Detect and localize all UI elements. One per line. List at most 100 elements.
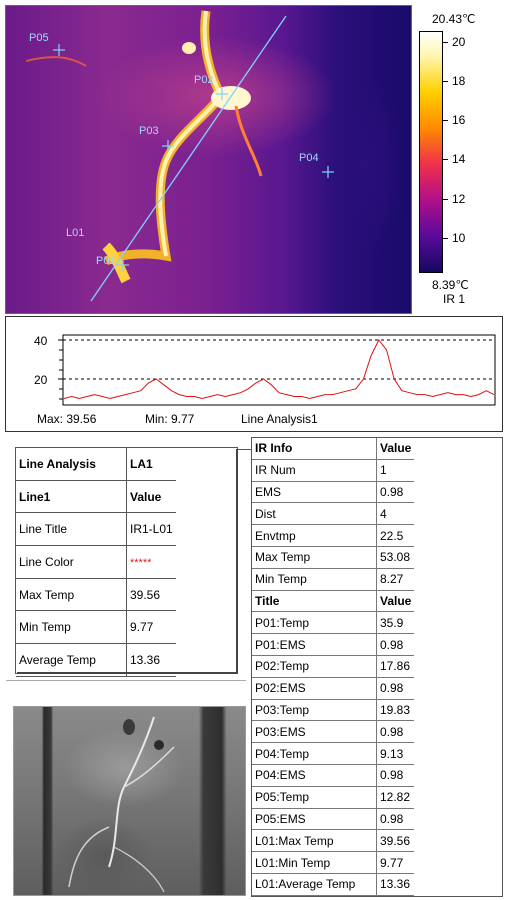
cell-value: 9.77	[130, 620, 154, 635]
cell-key: P01:Temp	[252, 611, 377, 635]
colorbar-tick	[443, 42, 448, 43]
cell-key: P02:Temp	[252, 655, 377, 678]
panel-shadow	[17, 672, 238, 674]
table-row: P04:Temp 9.13	[252, 742, 415, 765]
table-row: L01:Min Temp 9.77	[252, 851, 415, 874]
graph-min-text: Min: 9.77	[145, 412, 195, 426]
table-row: IR Num 1	[252, 459, 415, 482]
cell-key: Max Temp	[252, 546, 377, 569]
point-label-p04[interactable]: P04	[299, 152, 319, 164]
cell-value: 4	[376, 502, 415, 526]
cell-key: Title	[252, 590, 377, 613]
cell-key: P02:EMS	[252, 677, 377, 700]
colorbar-tick	[443, 238, 448, 239]
point-label-p03[interactable]: P03	[139, 125, 159, 137]
point-label-p05[interactable]: P05	[29, 32, 49, 44]
colorbar-tick	[443, 81, 448, 82]
table-row: P01:EMS 0.98	[252, 633, 415, 656]
cell-key: P04:EMS	[252, 764, 377, 787]
cell-key: L01:Average Temp	[252, 873, 377, 896]
table-row: P01:Temp 35.9	[252, 611, 415, 635]
colorbar-tick-label: 18	[452, 74, 466, 88]
visual-photo[interactable]	[13, 706, 246, 896]
cell-value[interactable]: IR1-L01	[130, 522, 173, 537]
colorbar-tick	[443, 199, 448, 200]
cell-value: 0.98	[376, 720, 415, 744]
photo-frame	[6, 680, 246, 687]
cell-value: 0.98	[376, 633, 415, 656]
cell-value: 39.56	[130, 587, 161, 602]
photo-vine-overlay	[68, 716, 175, 893]
cell-key: P03:Temp	[252, 699, 377, 722]
table-row: P05:EMS 0.98	[252, 808, 415, 831]
cell-value: 0.98	[376, 677, 415, 700]
cell-value: 17.86	[376, 655, 415, 678]
cell-value: 13.36	[376, 873, 415, 896]
cell-value: 39.56	[376, 829, 415, 853]
thermal-overlay	[25, 10, 334, 302]
table-row: P04:EMS 0.98	[252, 764, 415, 787]
table-row: P02:Temp 17.86	[252, 655, 415, 678]
table-row: Line1 Value	[16, 480, 176, 513]
cell-value: Value	[376, 438, 415, 460]
cell-key: Line Analysis	[16, 448, 127, 481]
cell-value: 0.98	[376, 808, 415, 831]
panel-shadow	[236, 449, 238, 674]
divider	[238, 449, 251, 450]
cell-key: Line Title	[16, 512, 127, 546]
y-tick-label-40: 40	[34, 334, 48, 348]
thermal-image[interactable]: P05 P02 P03 P04 L01 P01	[5, 5, 412, 314]
table-row: Title Value	[252, 590, 415, 613]
point-label-p02[interactable]: P02	[194, 74, 214, 86]
table-row: P03:EMS 0.98	[252, 720, 415, 744]
table-row: L01:Average Temp 13.36	[252, 873, 415, 896]
cell-key: L01:Max Temp	[252, 829, 377, 853]
cell-key: P03:EMS	[252, 720, 377, 744]
ir-info-table: IR Info Value IR Num 1 EMS 0.98 Dist 4 Envtmp 22.…	[252, 438, 415, 896]
cell-key: IR Info	[252, 438, 377, 460]
temperature-profile-line	[63, 339, 495, 400]
colorbar-tick-label: 16	[452, 113, 466, 127]
line-analysis-panel: Line Analysis LA1 Line1 Value Line Title…	[15, 447, 238, 677]
cell-value: 9.13	[376, 742, 415, 765]
colorbar-tick-label: 20	[452, 35, 466, 49]
line-profile-panel[interactable]: 40 20 Max: 39.56 Min: 9.77 Line Analysis…	[5, 316, 503, 432]
table-row: P03:Temp 19.83	[252, 699, 415, 722]
cell-value: 22.5	[376, 524, 415, 547]
cell-value: 13.36	[130, 652, 161, 667]
colorbar-min-label: 8.39℃	[432, 278, 469, 292]
table-row: Dist 4	[252, 502, 415, 526]
colorbar-ir-label: IR 1	[443, 292, 466, 306]
cell-key: P05:EMS	[252, 808, 377, 831]
table-row: P05:Temp 12.82	[252, 786, 415, 809]
colorbar-tick-label: 14	[452, 152, 466, 166]
colorbar-tick	[443, 120, 448, 121]
ir-info-panel: IR Info Value IR Num 1 EMS 0.98 Dist 4 Envtmp 22.…	[251, 437, 503, 897]
cell-value: 0.98	[376, 481, 415, 504]
cell-value: 8.27	[376, 568, 415, 591]
cell-key: Dist	[252, 502, 377, 526]
cell-key: Envtmp	[252, 524, 377, 547]
line-label-l01[interactable]: L01	[66, 227, 85, 239]
cell-value: 53.08	[376, 546, 415, 569]
cell-key: P04:Temp	[252, 742, 377, 765]
line-color-cell[interactable]: *****	[127, 546, 176, 579]
cell-key: Min Temp	[252, 568, 377, 591]
graph-title: Line Analysis1	[241, 412, 318, 426]
measure-line-l01	[90, 15, 287, 302]
table-row: Max Temp 39.56	[16, 578, 176, 611]
plot-area	[62, 334, 496, 406]
line-profile-chart	[58, 334, 496, 406]
cell-value: Value	[376, 590, 415, 613]
cell-value: Value	[130, 489, 162, 504]
cell-key: IR Num	[252, 459, 377, 482]
cell-key: Line Color	[16, 545, 127, 579]
cell-key: P01:EMS	[252, 633, 377, 656]
cell-value: 19.83	[376, 699, 415, 722]
cell-value: LA1	[130, 456, 153, 471]
table-row: Average Temp 13.36	[16, 643, 176, 677]
point-label-p01[interactable]: P01	[96, 255, 116, 267]
temperature-colorbar	[419, 31, 443, 273]
table-row: Min Temp 9.77	[16, 610, 176, 644]
cell-value: 9.77	[376, 851, 415, 874]
